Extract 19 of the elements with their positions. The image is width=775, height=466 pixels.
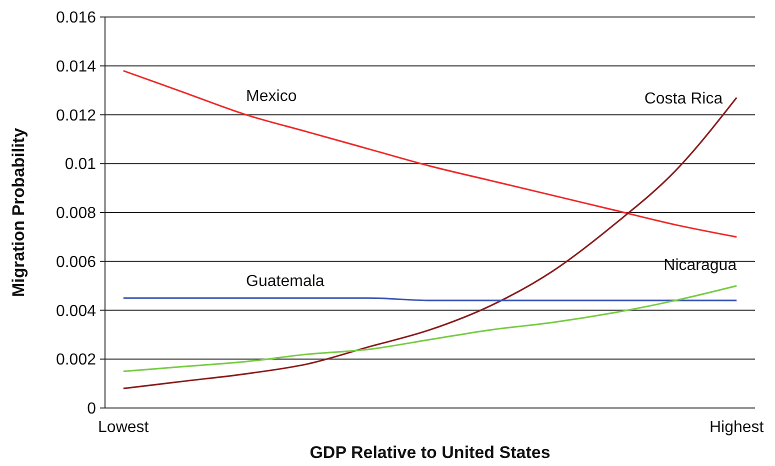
y-tick-label: 0.01 [64,156,96,174]
y-tick-label: 0.016 [56,10,96,27]
y-tick-label: 0.004 [56,302,96,320]
y-tick-label: 0.012 [56,107,96,124]
y-tick-label: 0 [87,400,96,418]
line-series [122,70,738,238]
y-tick-label: 0.014 [56,58,96,76]
series-label: Costa Rica [644,90,723,108]
series-label: Guatemala [246,273,324,290]
series-label: Nicaragua [664,256,737,274]
y-tick-label: 0.006 [56,254,96,271]
series-label: Mexico [246,88,297,105]
line-series [122,285,738,372]
x-tick-label: Lowest [98,419,150,436]
x-axis-title: GDP Relative to United States [310,443,550,462]
x-tick-label: Highest [709,419,764,436]
y-axis-title: Migration Probability [9,127,28,298]
y-tick-label: 0.008 [56,205,96,222]
y-tick-label: 0.002 [56,352,96,369]
